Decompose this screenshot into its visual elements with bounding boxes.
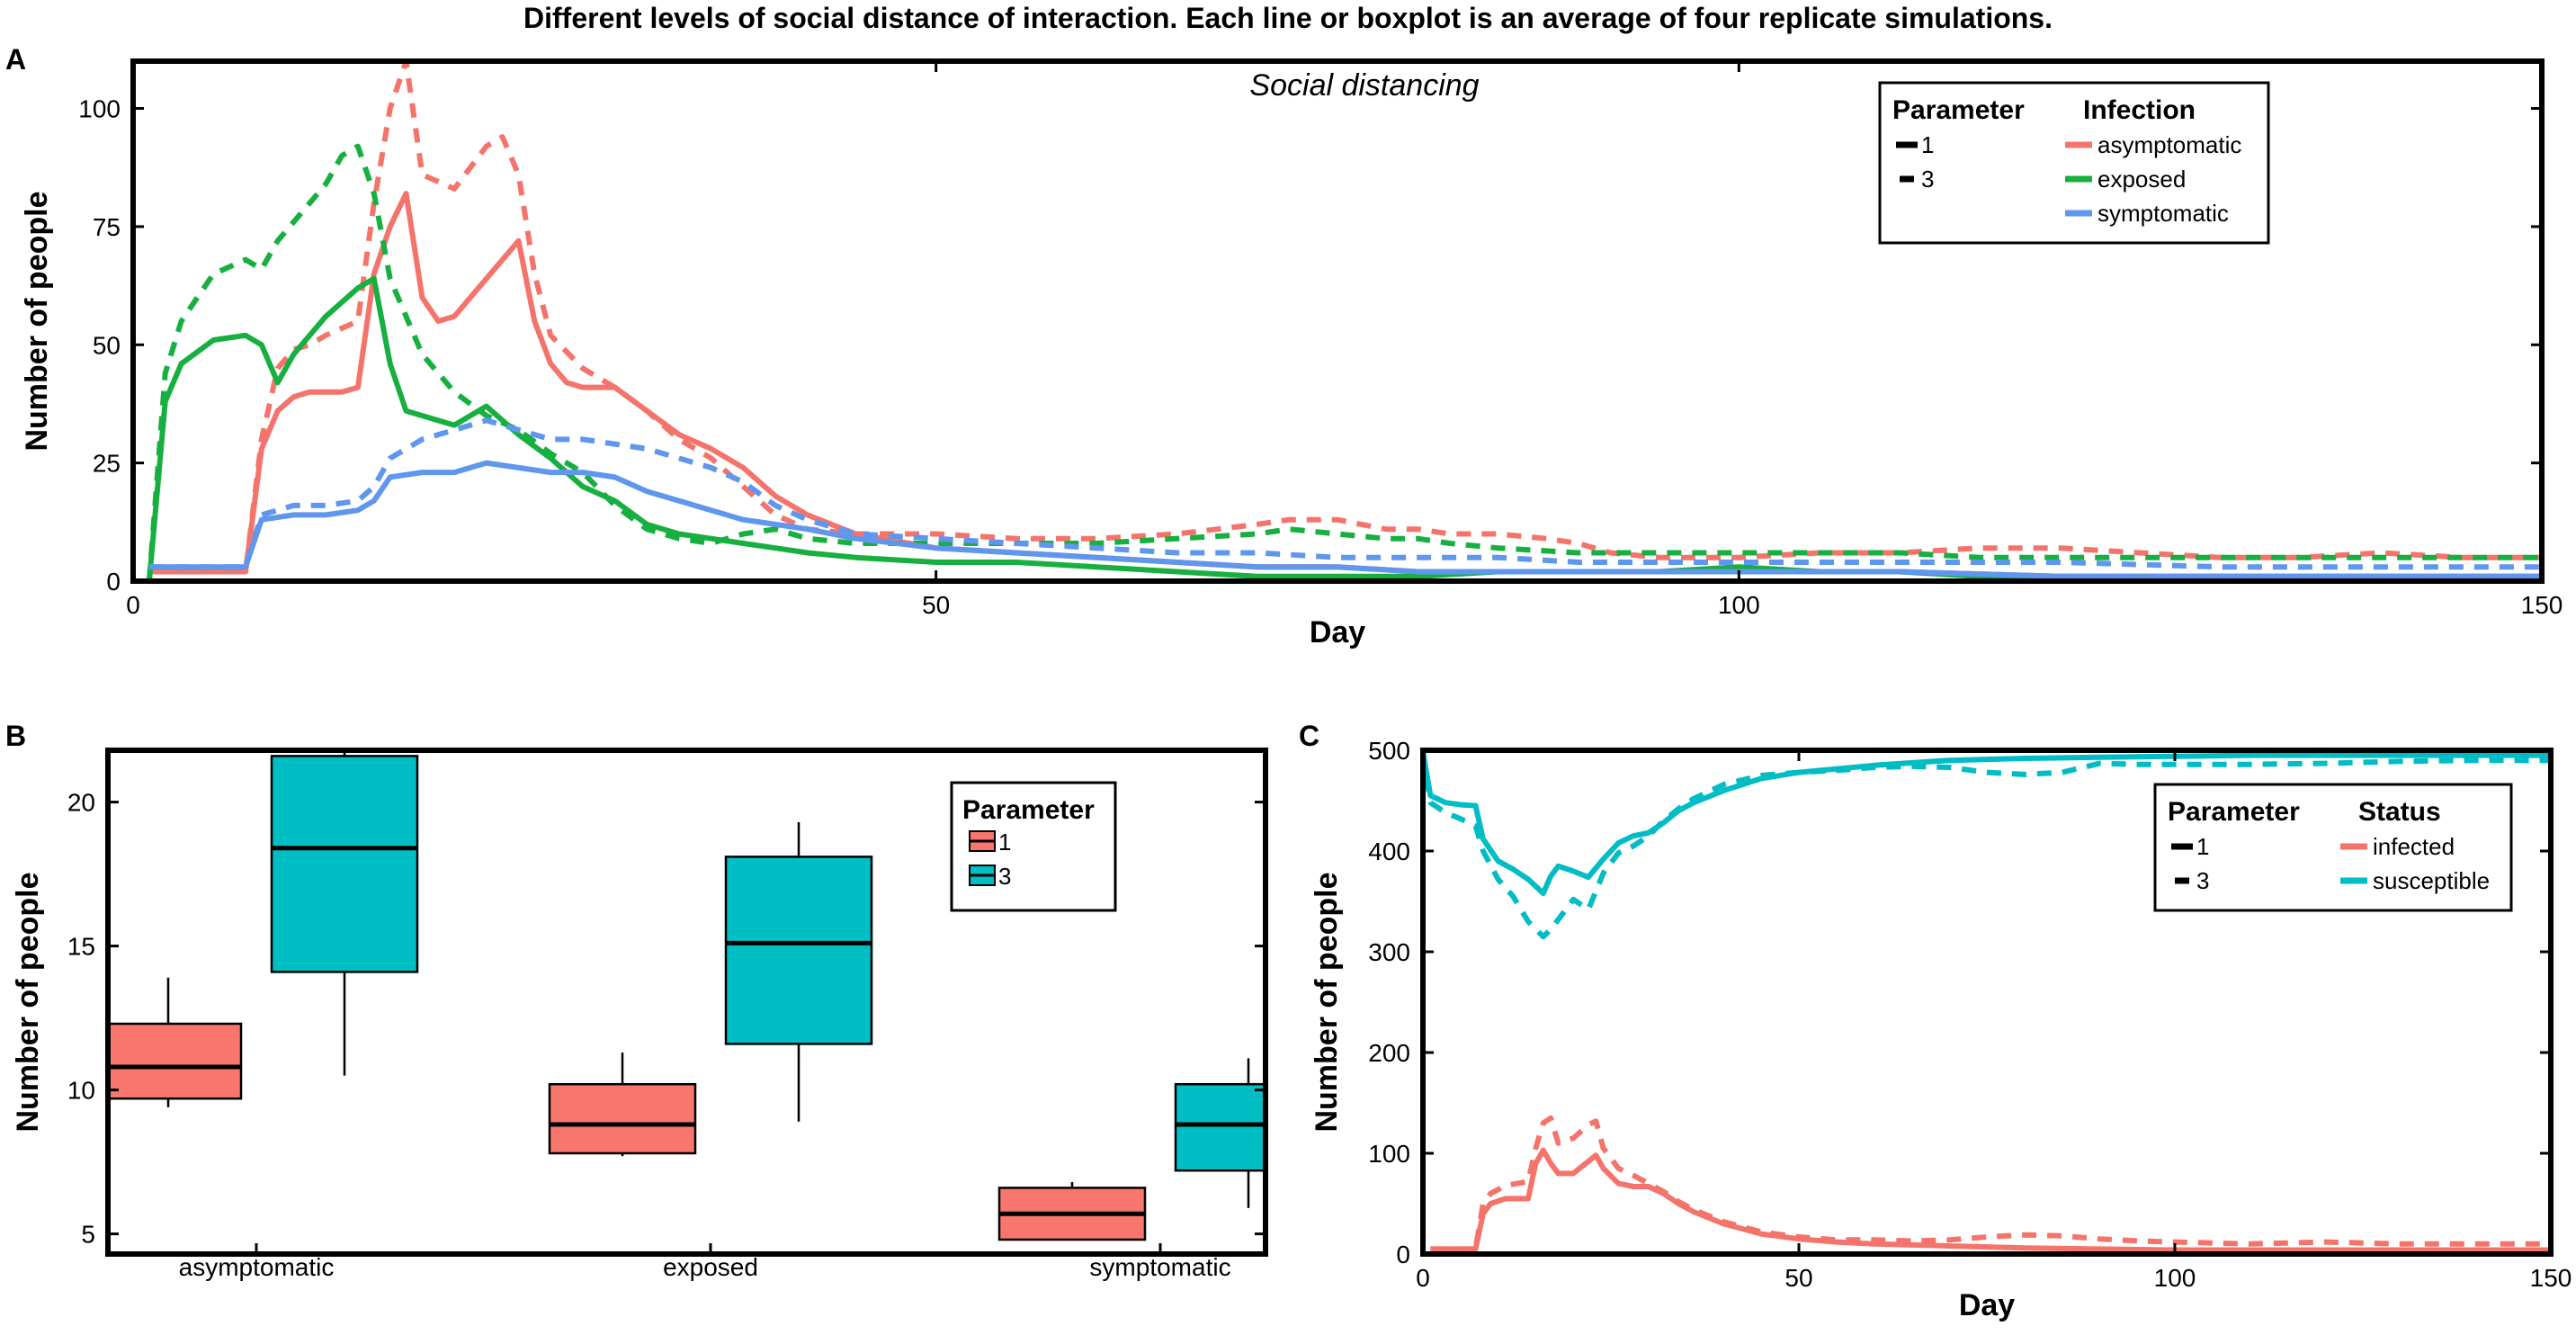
panel-title: Social distancing: [1249, 68, 1479, 103]
series-line-infected-param-3: [1430, 1115, 2551, 1252]
box-asymptomatic-param-1: [108, 1022, 243, 1100]
series-line-infected-param-1: [1430, 1147, 2551, 1253]
x-tick-label-asymptomatic: asymptomatic: [179, 1253, 335, 1281]
series-line-susceptible-param-3: [1423, 751, 2551, 940]
x-tick-label: 100: [1718, 591, 1760, 619]
series-group: [146, 61, 2542, 581]
y-axis-label: Number of people: [20, 191, 54, 451]
legend-linetype-label-3: 3: [2196, 867, 2209, 894]
legend-box: [2153, 783, 2513, 912]
plot-frame: [1420, 748, 2554, 1257]
boxes-group: [108, 750, 1266, 1241]
x-tick-label: 100: [2154, 1264, 2196, 1292]
legend-title: Parameter: [962, 795, 1095, 825]
figure-title: Different levels of social distance of i…: [523, 2, 2053, 34]
x-tick-label: 150: [2530, 1264, 2572, 1292]
legend-label-3: 3: [998, 863, 1011, 890]
legend-color-label-susceptible: susceptible: [2373, 867, 2490, 894]
x-axis-label: Day: [1959, 1288, 2015, 1322]
series-line-exposed-param-3: [146, 143, 2542, 581]
legend-color-title: Status: [2358, 797, 2441, 827]
panel-b: 5 10 15 20 asymptomatic exposed symptomatic Num…: [11, 748, 1268, 1281]
legend-linetype-title: Parameter: [1892, 95, 2025, 125]
y-tick-label: 200: [1368, 1039, 1410, 1067]
y-tick-label: 500: [1368, 737, 1410, 765]
y-tick-label: 100: [1368, 1140, 1410, 1168]
panel-letter-b: B: [5, 720, 27, 752]
series-group: [1423, 751, 2551, 1253]
series-line-susceptible-param-1: [1423, 751, 2551, 896]
legend: Parameter Status 1 3 infected susceptible: [2153, 783, 2513, 912]
x-tick-label: 150: [2521, 591, 2563, 619]
box-exposed-param-1: [548, 1082, 697, 1155]
y-tick-label: 300: [1368, 938, 1410, 966]
legend-color-label-exposed: exposed: [2097, 166, 2186, 193]
box-exposed-param-3: [724, 856, 873, 1045]
legend-color-label-symptomatic: symptomatic: [2097, 200, 2229, 227]
panel-c: 0 50 100 150 0 100 200 300 400 500 Day Number of pe…: [1310, 737, 2572, 1322]
y-tick-label: 10: [67, 1077, 95, 1105]
legend-linetype-title: Parameter: [2168, 797, 2300, 827]
x-tick-label-symptomatic: symptomatic: [1089, 1253, 1230, 1281]
y-tick-label: 0: [1396, 1241, 1410, 1268]
panel-letter-a: A: [5, 43, 27, 76]
panel-a: 0 50 100 150 0 25 50 75 100 Day Number of people So…: [20, 58, 2563, 650]
legend-label-1: 1: [998, 829, 1011, 856]
series-line-symptomatic-param-1: [148, 460, 2542, 579]
y-tick-label: 15: [67, 933, 95, 961]
x-tick-label: 50: [1784, 1264, 1812, 1292]
x-tick-label: 0: [126, 591, 140, 619]
x-tick-label: 0: [1416, 1264, 1430, 1292]
legend-linetype-label-1: 1: [2196, 833, 2209, 860]
box-symptomatic-param-3: [1174, 1082, 1266, 1172]
plot-frame: [130, 58, 2545, 584]
plot-frame: [105, 748, 1268, 1257]
legend-linetype-label-1: 1: [1921, 131, 1934, 158]
y-axis-label: Number of people: [1310, 872, 1344, 1132]
x-tick-label: 50: [922, 591, 950, 619]
x-tick-label-exposed: exposed: [663, 1253, 758, 1281]
box-asymptomatic-param-3: [270, 755, 419, 973]
y-tick-label: 5: [81, 1221, 95, 1249]
y-axis-label: Number of people: [11, 872, 45, 1132]
y-tick-label: 75: [93, 213, 121, 241]
legend-color-label-infected: infected: [2373, 833, 2455, 860]
y-tick-label: 400: [1368, 838, 1410, 865]
legend-linetype-label-3: 3: [1921, 166, 1934, 193]
legend-color-label-asymptomatic: asymptomatic: [2097, 131, 2241, 158]
y-tick-label: 50: [93, 331, 121, 359]
y-tick-label: 20: [67, 789, 95, 817]
legend: Parameter 1 3: [950, 781, 1117, 912]
legend-color-title: Infection: [2083, 95, 2196, 125]
x-axis-label: Day: [1310, 615, 1365, 650]
series-line-symptomatic-param-3: [148, 417, 2542, 570]
legend: Parameter Infection 1 3 asymptomatic exposed s…: [1878, 81, 2270, 245]
y-tick-label: 25: [93, 450, 121, 478]
y-tick-label: 0: [106, 568, 121, 596]
panel-letter-c: C: [1299, 720, 1320, 752]
y-tick-label: 100: [78, 95, 121, 123]
